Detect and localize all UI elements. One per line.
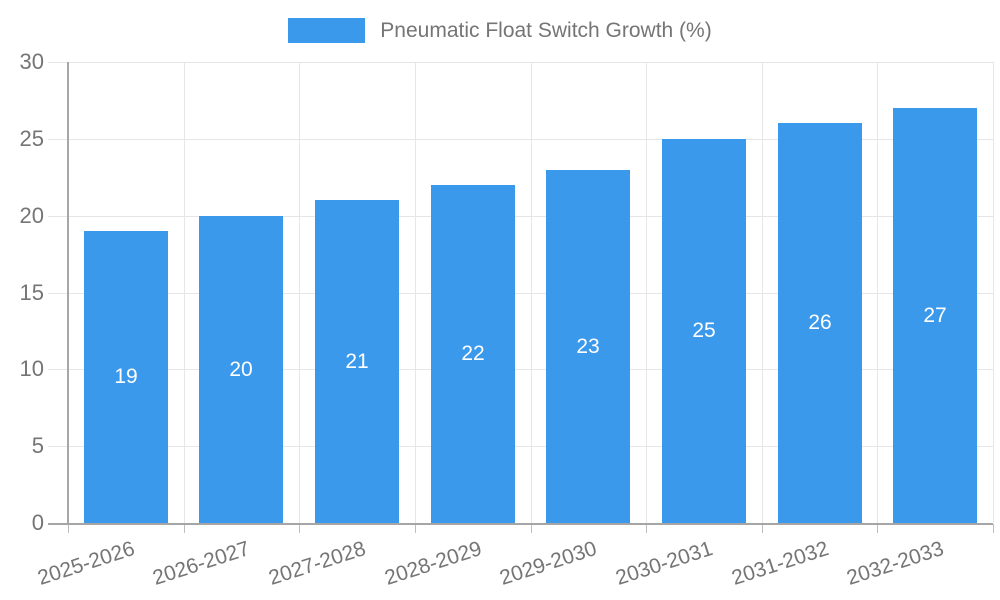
bar-value-label: 22 — [461, 342, 485, 365]
x-axis-tick — [877, 524, 878, 533]
x-axis-tick — [993, 524, 994, 533]
bar — [778, 123, 862, 523]
x-axis-tick — [415, 524, 416, 533]
bar — [315, 200, 399, 523]
x-axis-category-label: 2030-2031 — [612, 537, 716, 590]
x-gridline — [993, 62, 994, 523]
bar-value-label: 23 — [576, 335, 600, 358]
bar — [546, 170, 630, 523]
y-gridline — [48, 62, 993, 63]
y-axis-tick-label: 15 — [19, 280, 44, 305]
legend-swatch-icon[interactable] — [288, 18, 366, 43]
x-axis-line — [48, 523, 993, 525]
x-gridline — [877, 62, 878, 523]
bar — [662, 139, 746, 523]
legend-series-label[interactable]: Pneumatic Float Switch Growth (%) — [380, 19, 712, 42]
x-axis-category-label: 2026-2027 — [149, 537, 253, 590]
x-axis-tick — [646, 524, 647, 533]
x-gridline — [646, 62, 647, 523]
y-axis-tick-label: 10 — [19, 356, 44, 381]
y-axis-tick-label: 0 — [31, 510, 44, 535]
y-gridline — [48, 139, 993, 140]
y-gridline — [48, 216, 993, 217]
y-gridline — [48, 369, 993, 370]
x-axis-category-label: 2031-2032 — [728, 537, 832, 590]
bar-value-label: 26 — [808, 311, 832, 334]
bar — [84, 231, 168, 523]
x-axis-tick — [68, 524, 69, 533]
x-axis-tick — [184, 524, 185, 533]
x-axis-tick — [531, 524, 532, 533]
y-axis-tick-label: 30 — [19, 49, 44, 74]
x-gridline — [184, 62, 185, 523]
x-axis-category-label: 2029-2030 — [496, 537, 600, 590]
x-axis-category-label: 2027-2028 — [265, 537, 369, 590]
y-axis-tick-label: 25 — [19, 126, 44, 151]
y-gridline — [48, 446, 993, 447]
bar — [893, 108, 977, 523]
bar — [431, 185, 515, 523]
y-axis-line — [67, 62, 69, 524]
x-gridline — [299, 62, 300, 523]
bar — [199, 216, 283, 523]
x-gridline — [531, 62, 532, 523]
x-axis-category-label: 2025-2026 — [34, 537, 138, 590]
bar-value-label: 19 — [114, 365, 138, 388]
x-gridline — [762, 62, 763, 523]
y-gridline — [48, 293, 993, 294]
bar-value-label: 21 — [345, 350, 369, 373]
x-axis-category-label: 2032-2033 — [843, 537, 947, 590]
bar-value-label: 25 — [692, 319, 716, 342]
bar-value-label: 27 — [923, 304, 947, 327]
x-axis-tick — [299, 524, 300, 533]
bar-value-label: 20 — [229, 358, 253, 381]
x-gridline — [415, 62, 416, 523]
chart-legend: Pneumatic Float Switch Growth (%) — [0, 18, 1000, 43]
y-axis-tick-label: 20 — [19, 203, 44, 228]
x-axis-category-label: 2028-2029 — [381, 537, 485, 590]
x-axis-tick — [762, 524, 763, 533]
y-axis-tick-label: 5 — [31, 433, 44, 458]
